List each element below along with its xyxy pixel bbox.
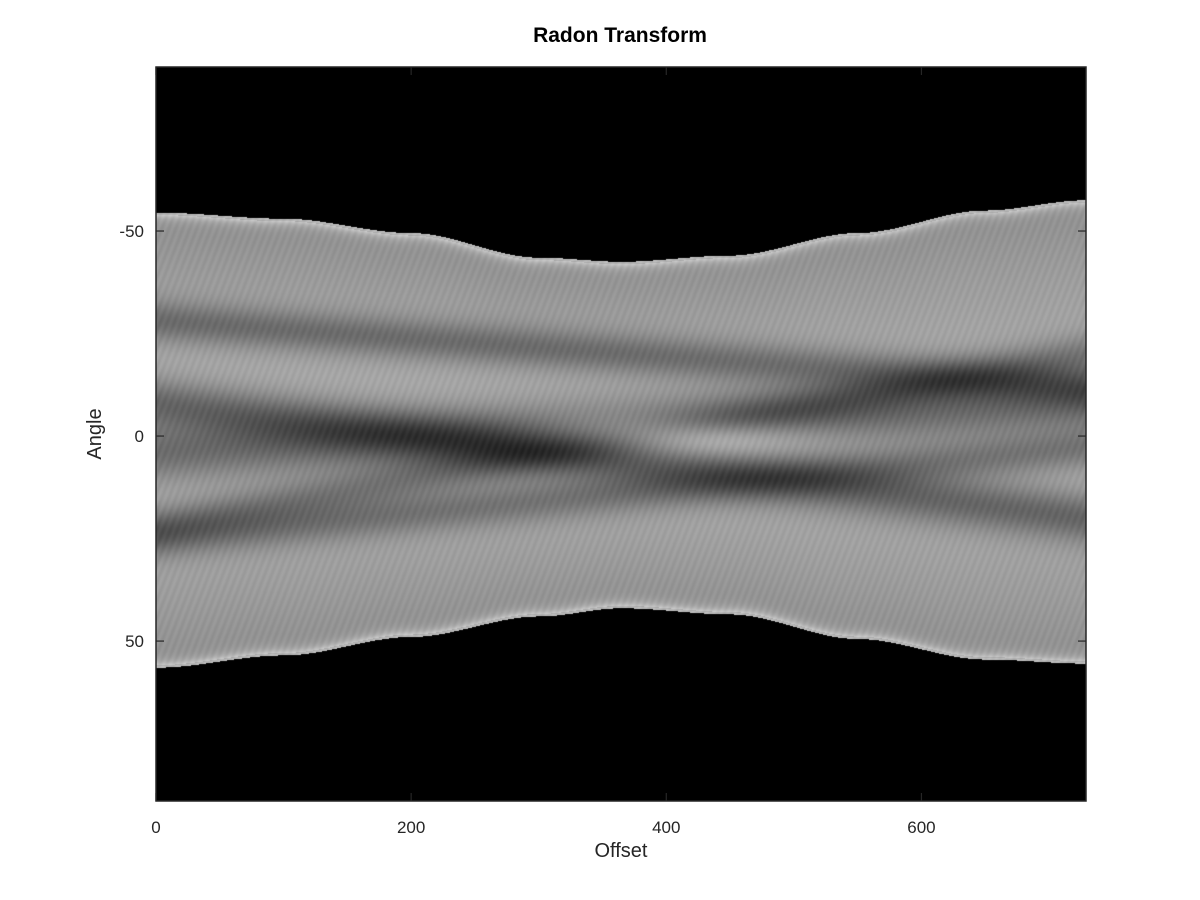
x-axis-label: Offset	[595, 840, 648, 862]
axis-ticks: 0 200 400 600 -50 0 50	[119, 67, 1086, 837]
y-tick-label: 0	[135, 427, 144, 446]
heatmap-image-container	[156, 67, 1086, 801]
y-axis-label: Angle	[84, 408, 106, 459]
y-tick-label: 50	[125, 632, 144, 651]
x-tick-label: 400	[652, 818, 680, 837]
x-tick-label: 0	[151, 818, 160, 837]
axes-frame	[155, 66, 1087, 802]
y-tick-label: -50	[119, 222, 144, 241]
x-tick-label: 600	[907, 818, 935, 837]
chart-title: Radon Transform	[533, 24, 707, 47]
heatmap-image	[156, 67, 1086, 801]
x-tick-label: 200	[397, 818, 425, 837]
plot-area	[156, 67, 1086, 801]
